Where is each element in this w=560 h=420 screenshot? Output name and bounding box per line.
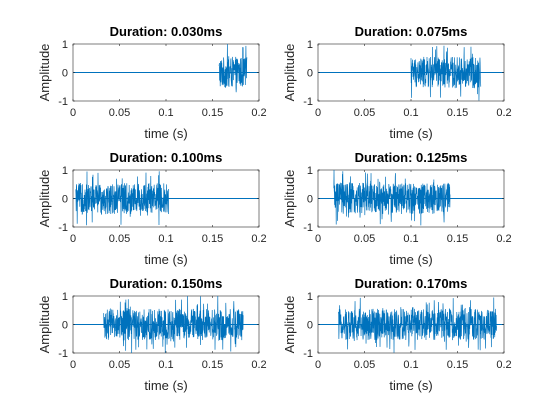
subplot-5-ytick-label: 0 bbox=[62, 320, 68, 332]
subplot-2-title: Duration: 0.075ms bbox=[355, 24, 468, 39]
subplot-5-title: Duration: 0.150ms bbox=[110, 276, 223, 291]
subplot-4-xtick-label: 0 bbox=[315, 233, 321, 245]
subplot-3-xtick-label: 0.2 bbox=[251, 233, 266, 245]
subplot-5-xtick-label: 0.05 bbox=[109, 359, 130, 371]
subplot-3-xlabel: time (s) bbox=[144, 252, 187, 267]
subplot-3-title: Duration: 0.100ms bbox=[110, 150, 223, 165]
subplot-2-xtick-label: 0.15 bbox=[447, 107, 468, 119]
subplot-1-xlabel: time (s) bbox=[144, 126, 187, 141]
subplot-5-xtick-label: 0.1 bbox=[158, 359, 173, 371]
subplot-1-ytick-label: -1 bbox=[58, 96, 68, 108]
subplot-2-xtick-label: 0 bbox=[315, 107, 321, 119]
subplot-6-xtick-label: 0.05 bbox=[354, 359, 375, 371]
subplot-1-xtick-label: 0.2 bbox=[251, 107, 266, 119]
subplot-5-xtick-label: 0.15 bbox=[202, 359, 223, 371]
subplot-3-ylabel: Amplitude bbox=[37, 170, 52, 228]
subplot-2-ytick-label: 1 bbox=[307, 39, 313, 51]
subplot-4-xtick-label: 0.05 bbox=[354, 233, 375, 245]
subplot-1-ytick-label: 0 bbox=[62, 68, 68, 80]
subplot-4-title: Duration: 0.125ms bbox=[355, 150, 468, 165]
subplot-1-xtick-label: 0.1 bbox=[158, 107, 173, 119]
subplot-3-xtick-label: 0.15 bbox=[202, 233, 223, 245]
subplot-4-xlabel: time (s) bbox=[389, 252, 432, 267]
subplot-3-xtick-label: 0 bbox=[70, 233, 76, 245]
subplot-2-ytick-label: 0 bbox=[307, 68, 313, 80]
subplot-2-ylabel: Amplitude bbox=[282, 44, 297, 102]
subplot-6-xtick-label: 0.1 bbox=[403, 359, 418, 371]
subplot-5-ylabel: Amplitude bbox=[37, 296, 52, 354]
subplot-5-ytick-label: 1 bbox=[62, 291, 68, 303]
subplot-6-xlabel: time (s) bbox=[389, 378, 432, 393]
subplot-4-ytick-label: 1 bbox=[307, 165, 313, 177]
subplot-1-ytick-label: 1 bbox=[62, 39, 68, 51]
subplot-3-ytick-label: 0 bbox=[62, 194, 68, 206]
subplot-3-ytick-label: -1 bbox=[58, 222, 68, 234]
subplot-3-xtick-label: 0.1 bbox=[158, 233, 173, 245]
subplot-2-xlabel: time (s) bbox=[389, 126, 432, 141]
subplot-6-xtick-label: 0.2 bbox=[496, 359, 511, 371]
subplot-2-xtick-label: 0.1 bbox=[403, 107, 418, 119]
subplot-4-ytick-label: -1 bbox=[303, 222, 313, 234]
subplot-3-xtick-label: 0.05 bbox=[109, 233, 130, 245]
subplot-4-xtick-label: 0.2 bbox=[496, 233, 511, 245]
subplot-6-xtick-label: 0.15 bbox=[447, 359, 468, 371]
subplot-6-title: Duration: 0.170ms bbox=[355, 276, 468, 291]
subplot-6-ytick-label: 0 bbox=[307, 320, 313, 332]
subplot-2-ytick-label: -1 bbox=[303, 96, 313, 108]
subplot-6-ytick-label: -1 bbox=[303, 348, 313, 360]
subplot-1-xtick-label: 0 bbox=[70, 107, 76, 119]
subplot-3-ytick-label: 1 bbox=[62, 165, 68, 177]
subplot-1-xtick-label: 0.15 bbox=[202, 107, 223, 119]
subplot-1-ylabel: Amplitude bbox=[37, 44, 52, 102]
subplot-4-xtick-label: 0.15 bbox=[447, 233, 468, 245]
subplot-1-xtick-label: 0.05 bbox=[109, 107, 130, 119]
subplot-4-ytick-label: 0 bbox=[307, 194, 313, 206]
subplot-2-xtick-label: 0.05 bbox=[354, 107, 375, 119]
subplot-6-xtick-label: 0 bbox=[315, 359, 321, 371]
subplot-5-xtick-label: 0 bbox=[70, 359, 76, 371]
subplot-6-ylabel: Amplitude bbox=[282, 296, 297, 354]
subplot-1-title: Duration: 0.030ms bbox=[110, 24, 223, 39]
subplot-5-xlabel: time (s) bbox=[144, 378, 187, 393]
subplot-6-ytick-label: 1 bbox=[307, 291, 313, 303]
subplot-4-xtick-label: 0.1 bbox=[403, 233, 418, 245]
subplot-2-xtick-label: 0.2 bbox=[496, 107, 511, 119]
subplot-5-xtick-label: 0.2 bbox=[251, 359, 266, 371]
subplot-5-ytick-label: -1 bbox=[58, 348, 68, 360]
subplot-4-ylabel: Amplitude bbox=[282, 170, 297, 228]
